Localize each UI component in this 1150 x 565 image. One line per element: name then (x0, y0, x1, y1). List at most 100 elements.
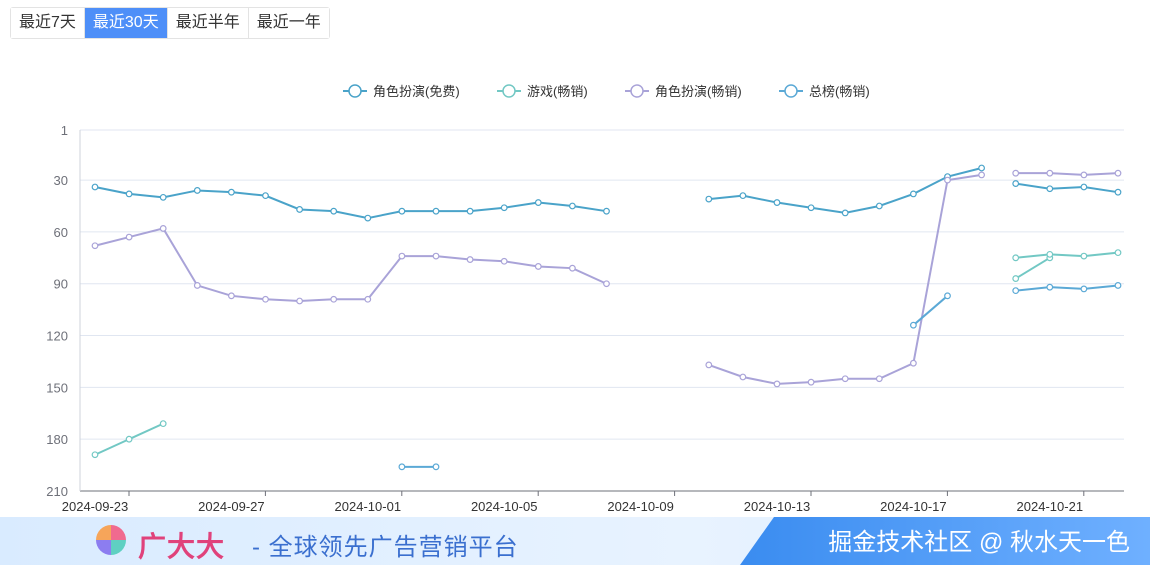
watermark-text: 掘金技术社区 @ 秋水天一色 (828, 529, 1130, 556)
series-0-point (603, 207, 610, 215)
legend-swatch-dot (502, 84, 516, 98)
series-2-point (739, 373, 747, 381)
series-0-point (159, 193, 167, 201)
series-2-point (500, 257, 508, 265)
x-tick-label: 2024-10-01 (335, 499, 402, 514)
series-2-point (296, 297, 304, 305)
series-2-point (773, 380, 781, 388)
tab-one-year[interactable]: 最近一年 (248, 8, 329, 38)
series-2-point (807, 378, 815, 386)
series-0-point (262, 192, 269, 200)
series-3-point (398, 463, 406, 471)
series-0-point (227, 188, 235, 196)
series-2-point (910, 359, 917, 367)
series-1-tail-point (1080, 252, 1088, 260)
series-2-tail-point (1080, 171, 1088, 179)
series-3-extra-point (944, 292, 951, 300)
series-0-point (875, 202, 883, 210)
series-3-point (432, 463, 440, 471)
legend-label: 游戏(畅销) (527, 84, 588, 99)
series-3-extra-point (1012, 287, 1020, 295)
x-tick-label: 2024-10-09 (607, 499, 674, 514)
y-tick-label: 30 (54, 173, 68, 188)
series-3-extra-line (1015, 284, 1119, 292)
series-0-tail-point (1080, 183, 1088, 191)
series-2-point (705, 361, 713, 369)
series-3-extra-line (912, 295, 949, 326)
series-0-point (841, 209, 849, 217)
series-0-point (296, 206, 304, 213)
series-3-extra-point (910, 321, 917, 329)
series-2-point (603, 280, 610, 288)
y-tick-label: 210 (46, 484, 68, 499)
series-2-point (978, 171, 985, 179)
brand-logo-icon (96, 525, 126, 555)
brand-name: 广大大 (138, 531, 226, 562)
series-1-point (1012, 275, 1020, 282)
series-3-extra-point (1046, 283, 1054, 291)
series-2-line (94, 227, 607, 303)
series-2-point (330, 295, 338, 303)
series-0-point (773, 199, 781, 206)
series-3-extra-point (1080, 285, 1088, 293)
series-1-point (91, 451, 99, 459)
x-tick-label: 2024-10-05 (471, 499, 538, 514)
series-1-tail-point (1114, 249, 1122, 257)
series-0-tail-point (1012, 180, 1020, 187)
series-2-point (534, 263, 542, 270)
series-0-line (94, 186, 607, 220)
legend-label: 总榜(畅销) (809, 84, 870, 99)
series-0-tail-line (1015, 182, 1119, 194)
y-tick-label: 120 (46, 329, 68, 344)
legend-swatch-dot (348, 84, 362, 98)
tab-half-year[interactable]: 最近半年 (167, 8, 249, 38)
y-tick-label: 60 (54, 225, 68, 240)
series-2-tail-point (1046, 169, 1054, 177)
legend-label: 角色扮演(畅销) (655, 84, 742, 99)
series-2-point (125, 233, 133, 241)
series-0-point (739, 192, 747, 200)
series-0-point (432, 207, 440, 215)
series-1-tail-point (1012, 254, 1020, 262)
series-0-point (193, 187, 201, 194)
x-tick-label: 2024-09-23 (62, 499, 129, 514)
x-tick-label: 2024-10-21 (1017, 499, 1084, 514)
tab-7-days[interactable]: 最近7天 (11, 8, 85, 38)
series-0-point (125, 190, 133, 198)
tab-30-days[interactable]: 最近30天 (84, 8, 168, 38)
series-2-point (159, 225, 167, 232)
series-2-point (466, 256, 474, 263)
series-0-point (91, 183, 99, 191)
y-tick-label: 180 (46, 432, 68, 447)
series-0-point (807, 204, 815, 212)
series-2-point (91, 242, 99, 250)
series-0-tail-point (1114, 188, 1122, 196)
series-2-point (262, 295, 269, 303)
x-tick-label: 2024-10-17 (880, 499, 947, 514)
y-tick-label: 1 (61, 123, 68, 138)
series-0-point (569, 202, 576, 210)
legend-swatch-dot (784, 84, 798, 98)
legend-swatch-dot (630, 84, 644, 98)
series-2-tail-point (1114, 169, 1122, 177)
series-0-point (398, 207, 406, 215)
series-2-point (944, 176, 951, 184)
series-2-tail-point (1012, 169, 1020, 177)
series-0-point (330, 207, 338, 215)
series-0-point (364, 214, 372, 222)
series-2-point (432, 252, 440, 260)
x-tick-label: 2024-09-27 (198, 499, 265, 514)
series-0-point (978, 164, 985, 172)
series-1-tail-point (1046, 250, 1054, 258)
legend-label: 角色扮演(免费) (373, 84, 460, 99)
series-2-line (708, 173, 982, 385)
series-0-line (708, 167, 982, 214)
range-tabs: 最近7天 最近30天 最近半年 最近一年 (10, 7, 330, 39)
series-0-point (910, 190, 917, 198)
series-1-point (125, 435, 133, 443)
y-tick-label: 150 (46, 380, 68, 395)
series-0-point (500, 204, 508, 212)
series-3-extra-point (1114, 282, 1122, 289)
series-0-point (466, 207, 474, 215)
